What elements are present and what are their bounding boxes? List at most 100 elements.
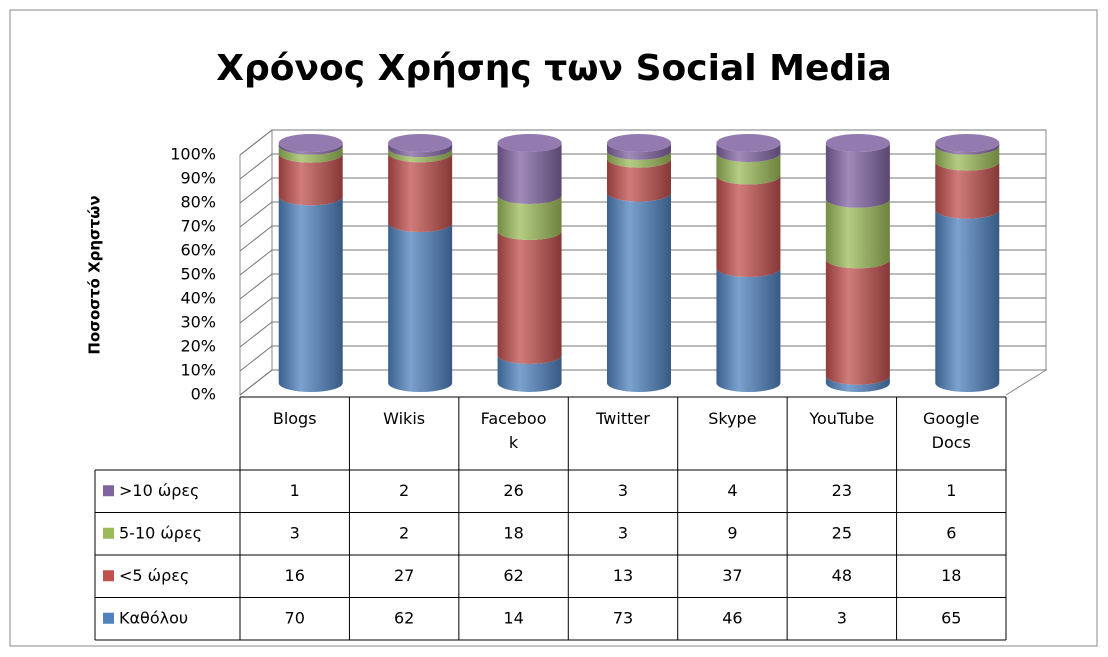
y-axis-label: Ποσοστό Χρηστών xyxy=(86,195,104,354)
table-value: 4 xyxy=(727,481,737,500)
y-tick-label: 0% xyxy=(191,385,216,404)
bar xyxy=(935,143,1000,155)
table-value: 6 xyxy=(946,523,956,542)
y-tick-label: 40% xyxy=(180,289,216,308)
table-value: 26 xyxy=(503,481,523,500)
bar xyxy=(607,150,671,168)
table-value: 9 xyxy=(727,523,737,542)
category-label: YouTube xyxy=(809,409,875,428)
category-label: Twitter xyxy=(596,409,650,428)
cylinder-cap xyxy=(716,134,781,152)
bar xyxy=(388,223,453,392)
table-header-cell: YouTube xyxy=(809,409,875,428)
table-value: 3 xyxy=(618,481,628,500)
bar xyxy=(716,143,781,162)
legend-label: Καθόλου xyxy=(119,608,188,627)
table-value: 62 xyxy=(503,566,523,585)
grid-line xyxy=(239,297,1046,324)
bar xyxy=(278,153,343,206)
table-value: 18 xyxy=(503,523,523,542)
grid-line xyxy=(239,129,1046,156)
bar xyxy=(388,153,453,232)
table-header-cell: Wikis xyxy=(383,409,426,428)
table-value: 3 xyxy=(837,608,847,627)
legend-key xyxy=(103,570,114,582)
table-value: 25 xyxy=(832,523,852,542)
bar xyxy=(825,198,890,269)
table-value: 1 xyxy=(290,481,300,500)
category-label: Blogs xyxy=(272,409,317,428)
cylinder-cap xyxy=(607,134,671,152)
bar xyxy=(278,145,343,163)
grid-line xyxy=(239,153,1046,180)
bar xyxy=(388,148,453,163)
table-value: 46 xyxy=(722,608,742,627)
table-value: 3 xyxy=(290,523,300,542)
legend-label: >10 ώρες xyxy=(119,481,199,500)
bar xyxy=(607,192,671,392)
category-label: Facebook xyxy=(480,409,547,452)
bar xyxy=(497,355,562,392)
table-value: 65 xyxy=(941,608,961,627)
table-value: 14 xyxy=(503,608,523,627)
y-tick-label: 10% xyxy=(180,361,216,380)
cylinder-cap xyxy=(935,134,1000,152)
grid-line xyxy=(239,225,1046,252)
table-value: 2 xyxy=(399,481,409,500)
y-tick-label: 30% xyxy=(180,313,216,332)
grid-line xyxy=(239,249,1046,276)
category-label: Wikis xyxy=(383,409,426,428)
bar xyxy=(607,143,671,160)
bar xyxy=(388,143,453,158)
table-value: 73 xyxy=(613,608,633,627)
table-value: 2 xyxy=(399,523,409,542)
bar xyxy=(716,268,781,392)
bar xyxy=(935,161,1000,219)
table-value: 3 xyxy=(618,523,628,542)
category-label: Google Docs xyxy=(923,409,980,452)
y-tick-label: 50% xyxy=(180,265,216,284)
category-label: Skype xyxy=(708,409,757,428)
table-value: 27 xyxy=(394,566,414,585)
legend-key xyxy=(103,527,114,539)
y-tick-label: 60% xyxy=(180,241,216,260)
legend-key xyxy=(103,485,114,497)
bar xyxy=(607,158,671,202)
bar xyxy=(278,196,343,392)
bar xyxy=(497,143,562,204)
grid-line xyxy=(239,345,1046,372)
table-value: 13 xyxy=(613,566,633,585)
cylinder-cap xyxy=(388,134,453,152)
table-value: 16 xyxy=(285,566,305,585)
bar xyxy=(935,145,1000,171)
cylinder-cap xyxy=(278,134,343,152)
y-tick-label: 90% xyxy=(180,169,216,188)
bar xyxy=(716,175,781,277)
table-value: 37 xyxy=(722,566,742,585)
bar xyxy=(825,259,890,385)
table-header-cell: Facebook xyxy=(480,409,547,452)
legend-label: <5 ώρες xyxy=(119,566,189,585)
bar xyxy=(497,195,562,240)
bar xyxy=(825,375,890,392)
grid-line xyxy=(239,273,1046,300)
table-value: 23 xyxy=(832,481,852,500)
bar xyxy=(825,143,890,208)
table-value: 48 xyxy=(832,566,852,585)
bar xyxy=(935,209,1000,392)
chart-title: Χρόνος Χρήσης των Social Media xyxy=(216,48,892,89)
table-value: 1 xyxy=(946,481,956,500)
grid-line xyxy=(239,369,1046,396)
y-tick-label: 20% xyxy=(180,337,216,356)
y-tick-label: 100% xyxy=(170,145,216,164)
grid-line xyxy=(239,201,1046,228)
table-header-cell: Twitter xyxy=(596,409,650,428)
cylinder-cap xyxy=(497,134,562,152)
table-header-cell: Skype xyxy=(708,409,757,428)
legend-key xyxy=(103,612,114,624)
y-tick-label: 80% xyxy=(180,193,216,212)
legend-label: 5-10 ώρες xyxy=(119,523,202,542)
table-value: 62 xyxy=(394,608,414,627)
bar xyxy=(278,143,343,155)
